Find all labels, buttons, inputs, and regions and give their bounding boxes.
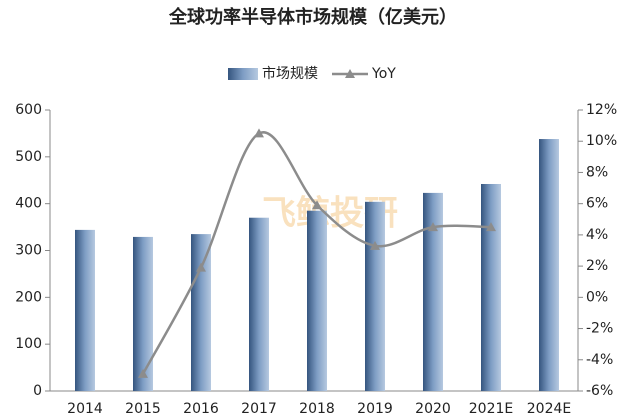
legend-label: YoY — [371, 66, 396, 82]
marker — [254, 128, 264, 138]
y2-tick-label: 2% — [586, 258, 608, 274]
bar — [133, 236, 153, 391]
marker — [370, 240, 380, 250]
legend-swatch — [345, 69, 355, 78]
chart-title: 全球功率半导体市场规模（亿美元） — [168, 6, 457, 28]
y2-tick-label: 12% — [586, 102, 617, 118]
x-tick-label: 2018 — [299, 401, 335, 417]
y2-tick-label: 10% — [586, 133, 617, 149]
y-tick-label: 0 — [33, 383, 42, 399]
x-tick-label: 2016 — [183, 401, 219, 417]
marker — [138, 368, 148, 378]
bar — [249, 217, 269, 391]
x-tick-label: 2017 — [241, 401, 277, 417]
line — [141, 131, 492, 375]
y2-tick-label: 4% — [586, 227, 608, 243]
y-tick-label: 500 — [15, 149, 42, 165]
x-tick-label: 2021E — [469, 401, 513, 417]
y-tick-label: 400 — [15, 196, 42, 212]
y2-tick-label: -4% — [586, 352, 613, 368]
y-tick-label: 200 — [15, 289, 42, 305]
y2-tick-label: 8% — [586, 164, 608, 180]
legend-label: 市场规模 — [262, 65, 318, 82]
bar — [365, 201, 385, 391]
y2-tick-label: 0% — [586, 289, 608, 305]
marker — [486, 222, 496, 232]
marker — [196, 262, 206, 272]
marker — [312, 200, 322, 210]
y2-tick-label: 6% — [586, 196, 608, 212]
legend-swatch — [228, 68, 258, 80]
y-tick-label: 300 — [15, 243, 42, 259]
y2-tick-label: -6% — [586, 383, 613, 399]
marker — [428, 222, 438, 232]
bar — [307, 210, 327, 391]
y2-tick-label: -2% — [586, 321, 613, 337]
bar — [539, 139, 559, 391]
x-tick-label: 2019 — [357, 401, 393, 417]
bar — [481, 183, 501, 391]
x-tick-label: 2020 — [415, 401, 451, 417]
bar — [423, 192, 443, 391]
bar — [191, 234, 211, 391]
x-tick-label: 2024E — [527, 401, 571, 417]
x-tick-label: 2014 — [67, 401, 103, 417]
y-tick-label: 100 — [15, 336, 42, 352]
x-tick-label: 2015 — [125, 401, 161, 417]
y-tick-label: 600 — [15, 102, 42, 118]
bar — [75, 229, 95, 391]
